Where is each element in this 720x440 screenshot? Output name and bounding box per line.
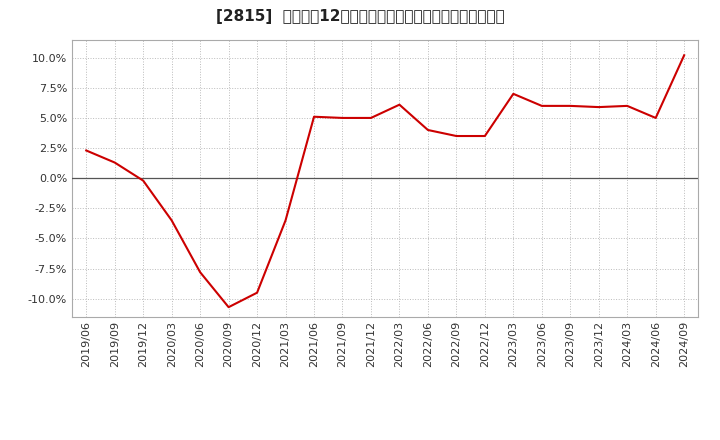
Text: [2815]  売上高の12か月移動合計の対前年同期増減率の推移: [2815] 売上高の12か月移動合計の対前年同期増減率の推移 bbox=[215, 9, 505, 24]
